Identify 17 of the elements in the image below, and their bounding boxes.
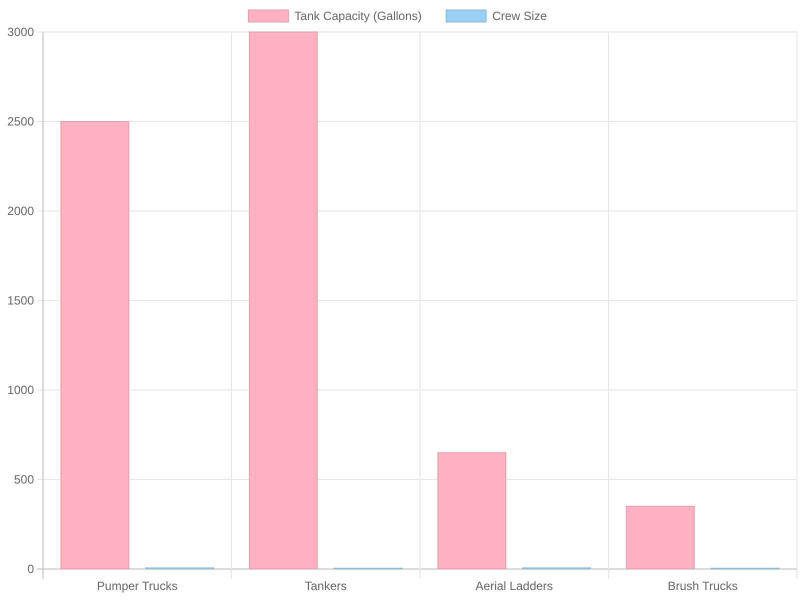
- y-tick-label: 3000: [7, 25, 34, 40]
- y-tick-label: 500: [14, 472, 34, 487]
- bar: [60, 121, 130, 570]
- x-tick-label: Tankers: [304, 579, 347, 593]
- y-tick-label: 0: [27, 562, 34, 576]
- x-tick-label: Brush Trucks: [668, 579, 738, 593]
- x-tick-label: Aerial Ladders: [476, 579, 553, 593]
- y-tick-label: 2000: [7, 204, 34, 218]
- legend-label: Tank Capacity (Gallons): [294, 9, 422, 24]
- legend-label: Crew Size: [492, 9, 548, 24]
- bar: [626, 506, 695, 570]
- y-tick-label: 1000: [7, 383, 34, 398]
- bar: [437, 452, 506, 570]
- y-tick-label: 2500: [7, 114, 34, 129]
- y-tick-label: 1500: [7, 294, 34, 308]
- x-tick-label: Pumper Trucks: [96, 579, 178, 593]
- bar: [248, 32, 318, 570]
